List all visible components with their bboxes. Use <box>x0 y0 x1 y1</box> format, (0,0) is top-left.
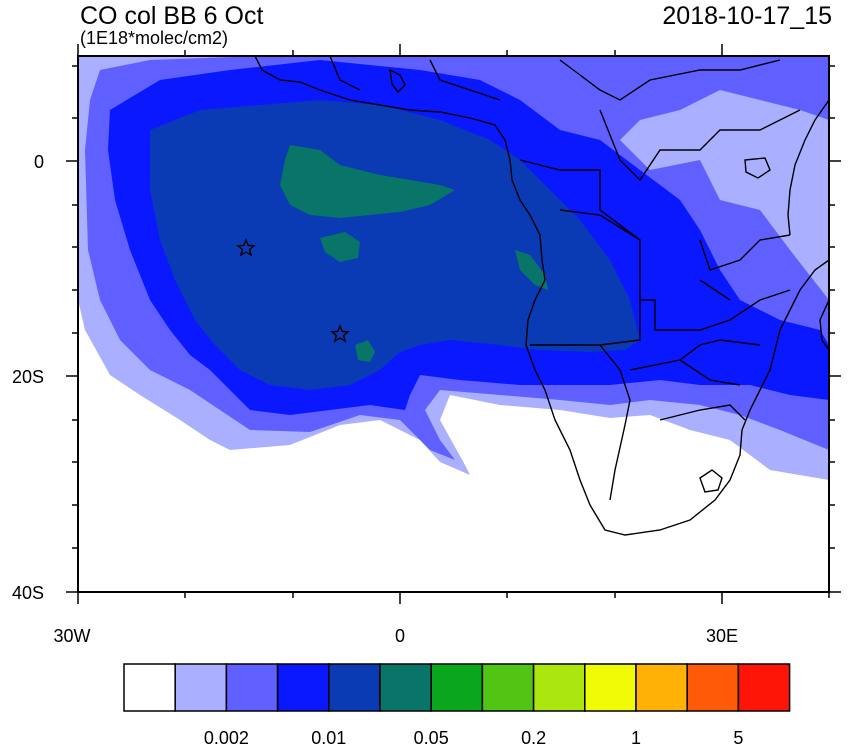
colorbar-box-1 <box>174 663 228 712</box>
colorbar-box-10 <box>635 663 688 712</box>
colorbar-box-3 <box>276 663 330 712</box>
colorbar-box-6 <box>430 663 484 712</box>
observation-markers <box>236 238 350 343</box>
coastlines-and-borders <box>254 56 829 536</box>
x-tick-label-30w: 30W <box>53 626 90 646</box>
x-axis-ticks <box>77 44 830 604</box>
x-tick-label-0: 0 <box>395 626 405 646</box>
timestamp-label: 2018-10-17_15 <box>662 2 832 30</box>
colorbar-box-7 <box>481 663 535 712</box>
colorbar-box-8 <box>532 663 586 712</box>
colorbar-label-2: 0.05 <box>414 728 449 747</box>
colorbar-box-5 <box>379 663 432 712</box>
colorbar-label-5: 5 <box>733 728 743 747</box>
plot-area <box>78 56 829 592</box>
y-tick-label-40s: 40S <box>12 583 44 603</box>
colorbar-box-2 <box>225 663 279 712</box>
colorbar-box-9 <box>584 663 637 712</box>
colorbar-label-3: 0.2 <box>521 728 546 747</box>
colorbar-box-12 <box>737 663 791 712</box>
star-marker-2 <box>330 324 350 343</box>
y-tick-label-0: 0 <box>34 152 44 172</box>
contour-level-highest-patch-2 <box>320 232 360 262</box>
colorbar-box-11 <box>686 663 740 712</box>
star-marker-1 <box>236 238 256 257</box>
colorbar-label-0: 0.002 <box>204 728 249 747</box>
contour-level-high <box>150 100 640 390</box>
colorbar: 0.002 0.01 0.05 0.2 1 5 <box>123 663 791 747</box>
plot-frame <box>77 55 830 593</box>
colorbar-label-1: 0.01 <box>311 728 346 747</box>
colorbar-label-4: 1 <box>631 728 641 747</box>
y-tick-label-20s: 20S <box>12 367 44 387</box>
contour-level-highest-patch-3 <box>515 250 548 290</box>
y-axis-ticks <box>66 65 841 593</box>
units-label: (1E18*molec/cm2) <box>80 28 229 48</box>
contour-level-highest <box>280 145 455 218</box>
contour-level-highest-patch-4 <box>355 340 375 362</box>
x-tick-label-30e: 30E <box>706 626 738 646</box>
colorbar-box-0 <box>123 663 176 712</box>
map-title: CO col BB 6 Oct <box>80 2 264 30</box>
colorbar-box-4 <box>328 663 381 712</box>
